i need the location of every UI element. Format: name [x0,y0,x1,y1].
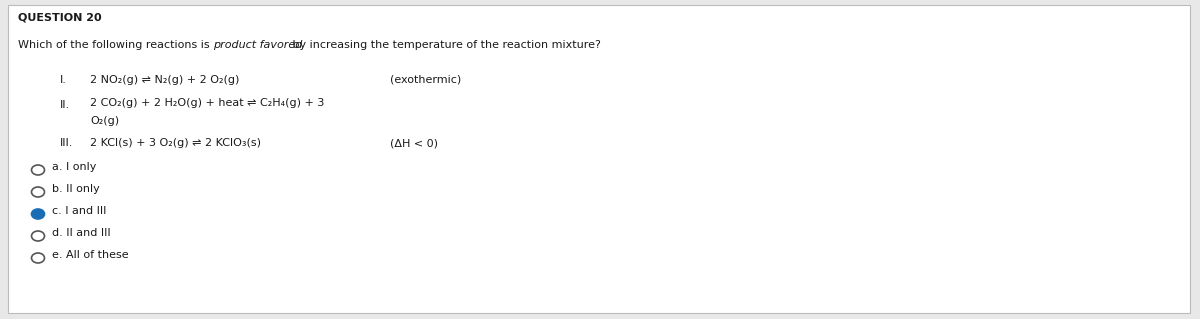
Ellipse shape [31,253,44,263]
Text: O₂(g): O₂(g) [90,116,119,126]
Text: II.: II. [60,100,70,110]
FancyBboxPatch shape [8,5,1190,313]
Ellipse shape [31,187,44,197]
Text: QUESTION 20: QUESTION 20 [18,12,102,22]
Text: (exothermic): (exothermic) [390,75,461,85]
Text: a. I only: a. I only [52,162,96,172]
Text: b. II only: b. II only [52,184,100,194]
Text: 2 CO₂(g) + 2 H₂O(g) + heat ⇌ C₂H₄(g) + 3: 2 CO₂(g) + 2 H₂O(g) + heat ⇌ C₂H₄(g) + 3 [90,98,324,108]
Ellipse shape [31,231,44,241]
Text: III.: III. [60,138,73,148]
Ellipse shape [31,209,44,219]
Text: Which of the following reactions is: Which of the following reactions is [18,40,214,50]
Text: I.: I. [60,75,67,85]
Text: 2 KCl(s) + 3 O₂(g) ⇌ 2 KClO₃(s): 2 KCl(s) + 3 O₂(g) ⇌ 2 KClO₃(s) [90,138,262,148]
Text: by increasing the temperature of the reaction mixture?: by increasing the temperature of the rea… [289,40,601,50]
Text: c. I and III: c. I and III [52,206,107,216]
Ellipse shape [31,165,44,175]
Text: product favored: product favored [214,40,302,50]
Text: 2 NO₂(g) ⇌ N₂(g) + 2 O₂(g): 2 NO₂(g) ⇌ N₂(g) + 2 O₂(g) [90,75,239,85]
Text: e. All of these: e. All of these [52,250,128,260]
Text: (ΔH < 0): (ΔH < 0) [390,138,438,148]
Text: d. II and III: d. II and III [52,228,110,238]
